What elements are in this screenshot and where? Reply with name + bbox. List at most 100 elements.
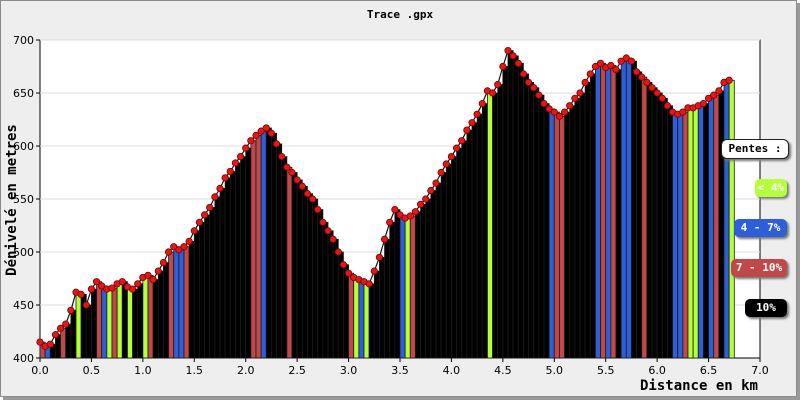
profile-bar [600, 62, 607, 359]
profile-bar [559, 115, 565, 359]
x-tick-label: 5.5 [597, 364, 615, 377]
profile-point [658, 94, 666, 102]
profile-bar [615, 69, 622, 359]
profile-bar [379, 256, 385, 359]
profile-point [627, 57, 636, 65]
profile-bar [502, 66, 509, 359]
profile-bar [584, 82, 591, 359]
profile-bar [353, 277, 360, 359]
profile-point [334, 248, 342, 256]
profile-point [607, 61, 615, 70]
profile-point [128, 285, 137, 293]
y-tick-label: 650 [13, 87, 34, 100]
profile-bar [667, 105, 673, 359]
profile-bar [332, 238, 339, 359]
profile-point [236, 153, 245, 161]
y-tick-label: 450 [13, 299, 34, 312]
profile-bar [188, 240, 195, 359]
profile-bar [723, 82, 730, 359]
profile-point [447, 153, 456, 161]
legend-item-over-10: 10% [745, 299, 787, 317]
profile-bar [91, 288, 97, 359]
profile-bar [445, 163, 452, 359]
profile-bar [404, 217, 411, 359]
profile-point [247, 137, 255, 145]
profile-bar [703, 103, 709, 359]
profile-bar [430, 190, 437, 359]
profile-point [329, 235, 337, 243]
profile-point [170, 243, 178, 251]
profile-bar [672, 111, 679, 359]
profile-point [293, 176, 301, 184]
profile-bar [677, 113, 684, 359]
legend-item-4-7: 4 - 7% [734, 219, 787, 237]
profile-bar [173, 246, 180, 359]
profile-bar [358, 279, 365, 359]
profile-bar [435, 182, 442, 359]
profile-bar [301, 185, 308, 359]
profile-bar [229, 171, 236, 359]
profile-point [267, 129, 276, 137]
profile-point [206, 203, 214, 212]
profile-point [468, 119, 476, 127]
x-tick-label: 1.0 [134, 364, 152, 377]
profile-bar [250, 140, 257, 359]
profile-point [437, 168, 445, 177]
profile-bar [265, 127, 272, 359]
profile-point [519, 70, 528, 78]
profile-bar [127, 286, 133, 359]
x-tick-label: 1.5 [186, 364, 204, 377]
profile-point [303, 190, 312, 198]
profile-bar [579, 92, 586, 359]
profile-bar [96, 281, 103, 359]
profile-point [509, 52, 517, 60]
profile-bar [415, 211, 421, 359]
profile-bar [204, 214, 211, 359]
profile-bar [713, 94, 720, 359]
profile-points [36, 46, 733, 350]
profile-bar [389, 221, 396, 359]
profile-bar [142, 277, 149, 359]
profile-bar [327, 230, 334, 359]
profile-bar [528, 82, 535, 359]
profile-point [663, 102, 672, 110]
profile-point [62, 320, 70, 328]
profile-point [298, 182, 306, 190]
profile-bar [507, 50, 514, 359]
profile-point [710, 91, 718, 99]
chart-title: Trace .gpx [367, 8, 434, 21]
profile-bar [589, 73, 596, 359]
profile-bar [708, 97, 715, 359]
profile-point [545, 105, 553, 113]
profile-point [617, 57, 625, 65]
profile-bar [481, 103, 488, 359]
profile-point [396, 211, 404, 219]
profile-bar [466, 129, 473, 359]
profile-bar [255, 134, 262, 359]
profile-bar [656, 92, 663, 359]
profile-point [278, 153, 286, 161]
x-tick-label: 4.0 [443, 364, 461, 377]
profile-bar [384, 238, 391, 359]
profile-point [566, 102, 574, 110]
profile-point [190, 227, 198, 235]
profile-point [257, 127, 265, 135]
profile-bar [106, 288, 113, 359]
x-tick-label: 0.5 [83, 364, 101, 377]
profile-bar [641, 76, 648, 359]
profile-bar [440, 172, 447, 359]
y-tick-label: 550 [13, 193, 34, 206]
profile-point [175, 246, 183, 254]
profile-bar [224, 177, 231, 359]
profile-bar [687, 107, 694, 359]
profile-point [288, 168, 296, 177]
profile-point [339, 261, 348, 269]
profile-point [452, 144, 461, 152]
profile-bar [317, 209, 324, 359]
profile-point [704, 94, 713, 102]
y-axis-label: Dénivelé en metres [4, 124, 20, 276]
profile-point [591, 62, 600, 71]
profile-point [92, 278, 101, 286]
profile-point [375, 253, 384, 261]
